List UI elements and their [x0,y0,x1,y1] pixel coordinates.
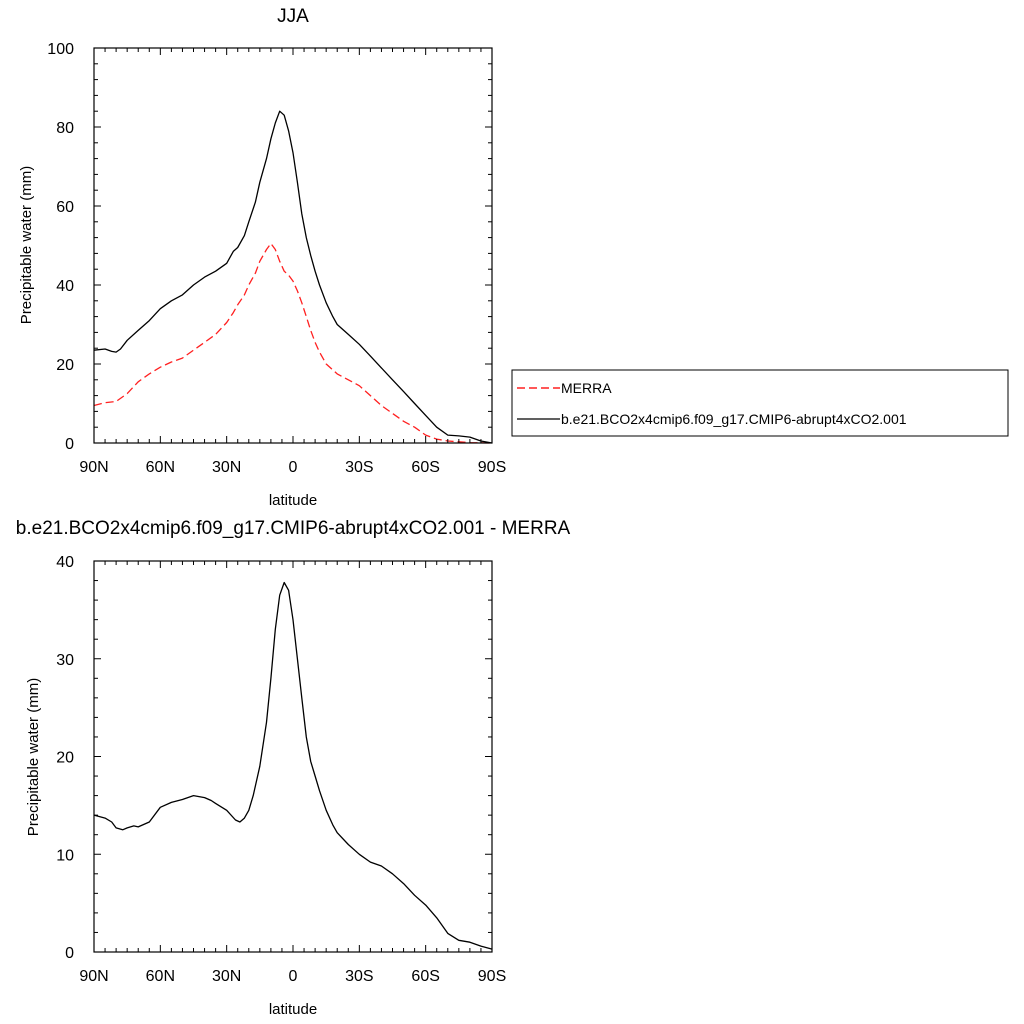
top-y-tick-label: 80 [56,120,74,137]
bottom-y-tick-label: 30 [56,652,74,669]
bottom-panel: b.e21.BCO2x4cmip6.f09_g17.CMIP6-abrupt4x… [16,518,571,1018]
bottom-y-tick-label: 0 [65,945,74,962]
top-x-tick-label: 30S [345,459,373,476]
top-y-tick-label: 20 [56,357,74,374]
legend: MERRA b.e21.BCO2x4cmip6.f09_g17.CMIP6-ab… [511,369,1009,437]
top-y-tick-label: 0 [65,436,74,453]
bottom-y-tick-label: 40 [56,554,74,571]
legend-label-model: b.e21.BCO2x4cmip6.f09_g17.CMIP6-abrupt4x… [561,411,907,427]
bottom-x-axis-label: latitude [269,1001,317,1018]
top-x-tick-label: 90N [79,459,108,476]
legend-label-merra: MERRA [561,380,612,396]
top-y-tick-label: 40 [56,278,74,295]
bottom-y-axis-label: Precipitable water (mm) [25,678,42,836]
bottom-x-tick-label: 60S [411,968,439,985]
bottom-series-line-difference [93,581,493,950]
top-x-tick-label: 0 [289,459,298,476]
bottom-x-tick-label: 30S [345,968,373,985]
bottom-y-tick-label: 20 [56,750,74,767]
bottom-x-tick-label: 60N [146,968,175,985]
top-x-tick-label: 30N [212,459,241,476]
legend-box [511,369,1009,437]
bottom-y-tick-label: 10 [56,847,74,864]
top-plot-frame [93,47,493,444]
top-series-line-merra [93,242,493,444]
top-x-tick-label: 60N [146,459,175,476]
top-panel: JJA 90N 60N 30N 0 30S 60S 90S 0 20 40 60 80 100 lat… [18,6,506,509]
bottom-x-tick-label: 0 [289,968,298,985]
top-x-tick-label: 90S [478,459,506,476]
top-x-axis-label: latitude [269,492,317,509]
bottom-chart-title: b.e21.BCO2x4cmip6.f09_g17.CMIP6-abrupt4x… [16,518,571,539]
top-y-tick-label: 60 [56,199,74,216]
top-x-tick-label: 60S [411,459,439,476]
top-y-tick-label: 100 [47,41,74,58]
bottom-x-tick-label: 90S [478,968,506,985]
top-chart-title: JJA [277,6,309,27]
top-series-line-model [93,110,493,444]
top-y-axis-label: Precipitable water (mm) [18,166,35,324]
bottom-x-tick-label: 30N [212,968,241,985]
bottom-x-tick-label: 90N [79,968,108,985]
